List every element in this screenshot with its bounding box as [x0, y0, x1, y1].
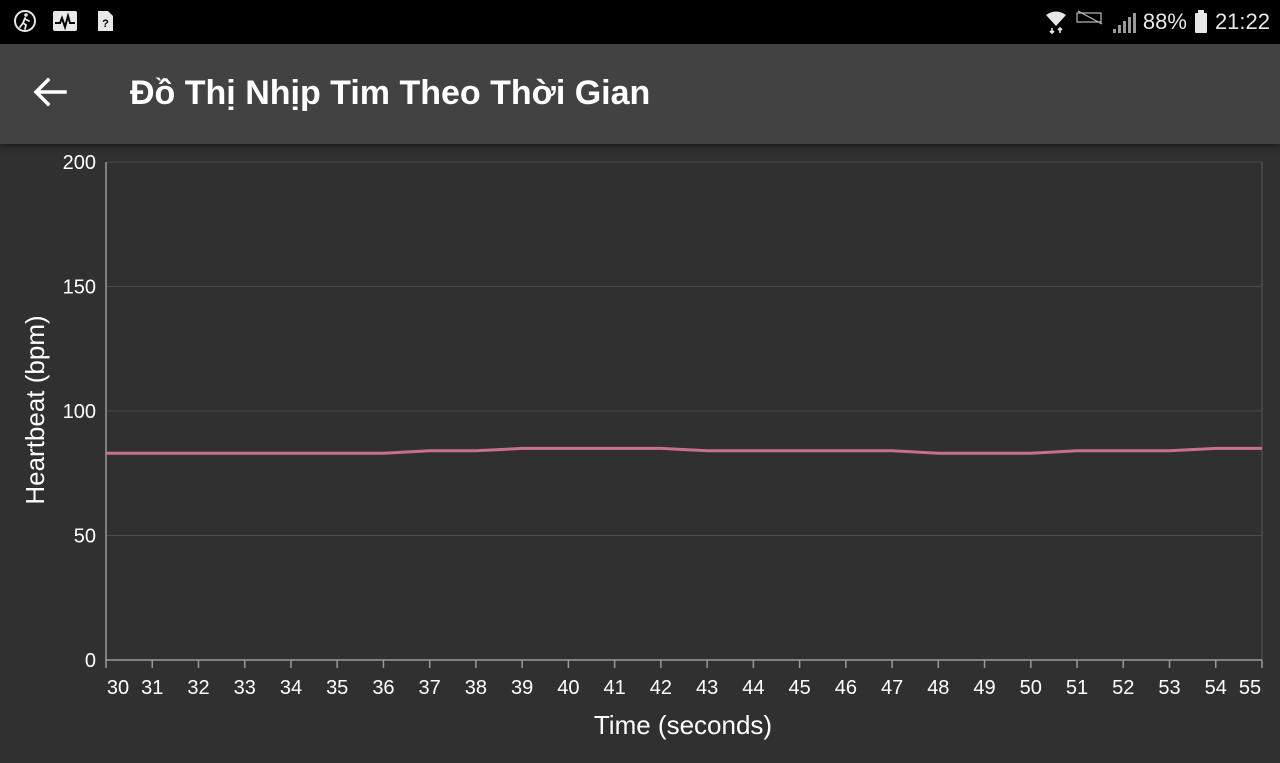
clock: 21:22	[1214, 9, 1270, 34]
y-tick-label: 50	[74, 526, 96, 548]
y-tick-label: 200	[63, 152, 96, 174]
x-tick-label: 35	[326, 677, 348, 699]
x-axis-title: Time (seconds)	[594, 710, 772, 740]
y-axis-title: Heartbeat (bpm)	[20, 315, 50, 504]
x-tick-label: 51	[1066, 677, 1088, 699]
x-tick-label: 42	[650, 677, 672, 699]
x-tick-label: 43	[696, 677, 718, 699]
x-tick-label: 48	[927, 677, 949, 699]
x-tick-label: 47	[881, 677, 903, 699]
arrow-left-icon	[33, 77, 67, 112]
notification-icons: ?	[12, 8, 118, 34]
x-tick-label: 44	[742, 677, 764, 699]
x-tick-label: 37	[419, 677, 441, 699]
battery-icon	[1193, 9, 1209, 35]
signal-bars-icon	[1111, 9, 1137, 35]
chart-svg: 0 50 100 150 200 30 31 32 33 34 35 36 37 38 39 40 41 42 43…	[20, 152, 1263, 740]
heart-rate-chart: 0 50 100 150 200 30 31 32 33 34 35 36 37 38 39 40 41 42 43…	[0, 144, 1280, 763]
activity-monitor-icon	[52, 8, 78, 34]
y-tick-label: 100	[63, 401, 96, 423]
x-tick-label: 52	[1112, 677, 1134, 699]
x-tick-label: 30	[107, 677, 129, 699]
app-bar: Đồ Thị Nhịp Tim Theo Thời Gian	[0, 44, 1280, 144]
x-tick-label: 34	[280, 677, 302, 699]
y-tick-label: 0	[85, 650, 96, 672]
status-bar: ? 88%	[0, 0, 1280, 44]
system-status: 88% 21:22	[1043, 0, 1270, 44]
x-tick-label: 45	[788, 677, 810, 699]
no-sim-icon	[1075, 9, 1105, 35]
svg-text:?: ?	[102, 18, 109, 30]
x-tick-label: 54	[1205, 677, 1227, 699]
x-tick-label: 40	[557, 677, 579, 699]
page-title: Đồ Thị Nhịp Tim Theo Thời Gian	[130, 74, 651, 112]
x-tick-label: 50	[1020, 677, 1042, 699]
back-button[interactable]	[24, 70, 76, 118]
x-tick-label: 53	[1158, 677, 1180, 699]
x-tick-label: 38	[465, 677, 487, 699]
x-tick-label: 49	[973, 677, 995, 699]
y-tick-label: 150	[63, 277, 96, 299]
x-tick-label: 36	[372, 677, 394, 699]
x-tick-label: 33	[234, 677, 256, 699]
wifi-arrows-icon	[1043, 9, 1069, 35]
x-tick-label: 55	[1239, 677, 1261, 699]
unknown-file-icon: ?	[92, 8, 118, 34]
x-tick-label: 39	[511, 677, 533, 699]
heartbeat-series-line	[106, 446, 1262, 455]
x-tick-label: 41	[604, 677, 626, 699]
x-tick-label: 32	[187, 677, 209, 699]
battery-percent: 88%	[1142, 9, 1187, 34]
x-tick-label: 31	[141, 677, 163, 699]
running-figure-icon	[12, 8, 38, 34]
x-tick-label: 46	[835, 677, 857, 699]
